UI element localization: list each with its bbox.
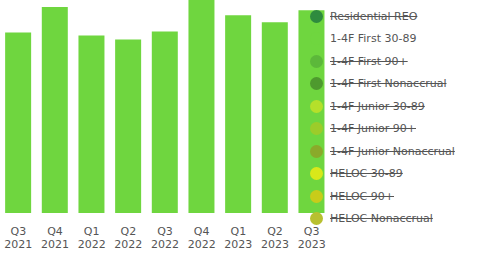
- svg-text:Q12023: Q12023: [224, 225, 252, 251]
- svg-text:Q42021: Q42021: [41, 225, 69, 251]
- html-text:1-4F Junior Nonaccrual: 1-4F Junior Nonaccrual: [330, 144, 455, 158]
- html-text:HELOC Nonaccrual: HELOC Nonaccrual: [330, 212, 433, 226]
- svg-text:Q22022: Q22022: [114, 225, 142, 251]
- html-text:1-4F First 90+: 1-4F First 90+: [330, 54, 408, 68]
- html-text:1-4F Junior 30-89: 1-4F Junior 30-89: [330, 99, 425, 113]
- html-text:HELOC 30-89: HELOC 30-89: [330, 167, 403, 181]
- html-text:Residential REO: Residential REO: [330, 9, 418, 23]
- svg-text:Q32021: Q32021: [8, 225, 32, 251]
- svg-text:Q32022: Q32022: [151, 225, 179, 251]
- html-text:1-4F First 30-89: 1-4F First 30-89: [330, 32, 417, 46]
- html-text:HELOC 90+: HELOC 90+: [330, 189, 394, 203]
- svg-text:Q32023: Q32023: [298, 225, 326, 251]
- html-text:1-4F Junior 90+: 1-4F Junior 90+: [330, 122, 416, 136]
- svg-text:Q22023: Q22023: [261, 225, 289, 251]
- svg-text:Q42022: Q42022: [188, 225, 216, 251]
- html-text:1-4F First Nonaccrual: 1-4F First Nonaccrual: [330, 77, 447, 91]
- svg-text:Q12022: Q12022: [78, 225, 106, 251]
